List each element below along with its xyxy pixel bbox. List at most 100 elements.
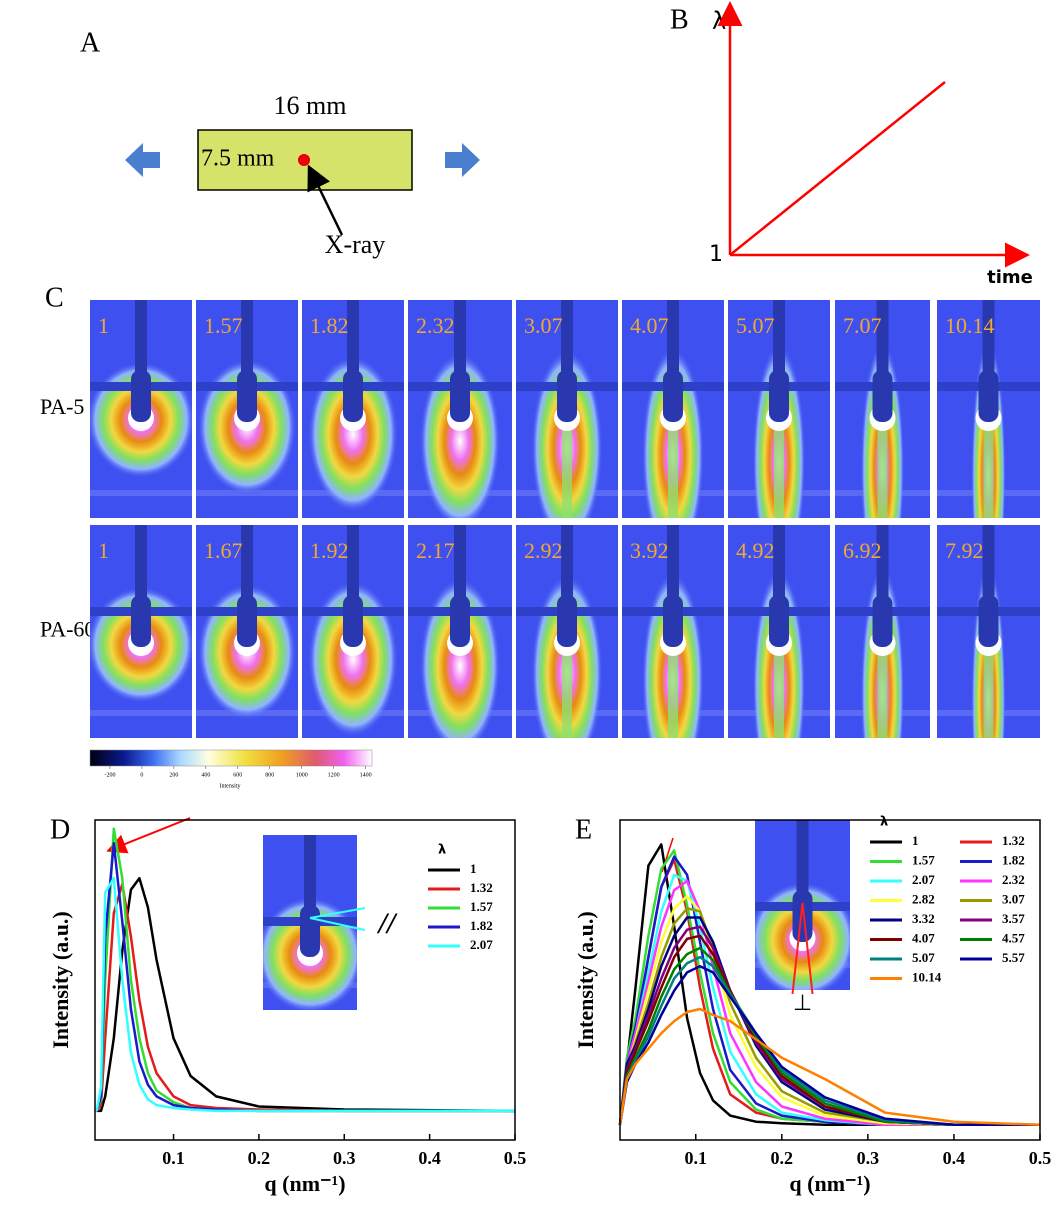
strain-label: 5.07 — [736, 313, 775, 338]
row-label: PA-60 — [40, 617, 95, 642]
colorbar-tick-label: 400 — [201, 772, 210, 778]
x-tick-label: 0.1 — [684, 1148, 707, 1168]
y-axis-label: Intensity (a.u.) — [48, 911, 73, 1049]
stretch-arrow — [445, 143, 480, 177]
colorbar-tick-label: 1400 — [360, 772, 372, 778]
x-axis-label: q (nm⁻¹) — [789, 1171, 870, 1196]
beamstop — [983, 300, 995, 380]
beamstop — [135, 525, 147, 605]
legend-label: 1.82 — [470, 918, 493, 933]
strain-label: 2.32 — [416, 313, 455, 338]
pattern-image — [622, 300, 724, 563]
beamstop — [241, 525, 253, 605]
legend-label: 2.82 — [912, 891, 935, 906]
beamstop — [877, 525, 889, 605]
beamstop — [793, 890, 813, 942]
beamstop — [237, 370, 257, 422]
beamstop — [347, 525, 359, 605]
beamstop — [304, 835, 316, 915]
strain-label: 10.14 — [945, 313, 995, 338]
strain-label: 1.57 — [204, 313, 243, 338]
beamstop — [454, 300, 466, 380]
beamstop — [343, 370, 363, 422]
beamstop — [983, 525, 995, 605]
colorbar-tick-label: 800 — [265, 772, 274, 778]
y-label: λ — [712, 7, 726, 35]
annotation: ⊥ — [793, 991, 812, 1016]
legend-label: 3.57 — [1002, 911, 1025, 926]
beamstop — [667, 525, 679, 605]
colorbar-tick-label: -200 — [104, 772, 115, 778]
beamstop — [663, 595, 683, 647]
beamstop — [561, 525, 573, 605]
ramp — [730, 82, 945, 255]
panel-letter: A — [80, 27, 101, 58]
beamstop — [557, 370, 577, 422]
panel-letter: E — [575, 814, 592, 845]
legend-label: 5.57 — [1002, 950, 1025, 965]
beamstop — [877, 300, 889, 380]
legend-title: λ — [438, 843, 446, 858]
x-axis-label: q (nm⁻¹) — [264, 1171, 345, 1196]
beamstop — [979, 370, 999, 422]
beamstop — [343, 595, 363, 647]
origin-label: 1 — [709, 242, 723, 267]
beam-label: X-ray — [325, 230, 386, 259]
streak — [774, 653, 784, 777]
streak — [984, 653, 994, 805]
beamstop — [873, 370, 893, 422]
strain-label: 3.07 — [524, 313, 563, 338]
strain-label: 1.82 — [310, 313, 349, 338]
beamstop — [773, 525, 785, 605]
legend-label: 3.32 — [912, 911, 935, 926]
trend-arrow — [110, 818, 190, 850]
strain-label: 2.17 — [416, 538, 455, 563]
legend-label: 5.07 — [912, 950, 935, 965]
height-label: 7.5 mm — [201, 146, 275, 172]
beamstop — [131, 595, 151, 647]
legend-label: 2.32 — [1002, 872, 1025, 887]
strain-label: 4.92 — [736, 538, 775, 563]
streak — [668, 653, 678, 763]
annotation: // — [377, 907, 398, 940]
strain-label: 4.07 — [630, 313, 669, 338]
legend-label: 1.32 — [1002, 833, 1025, 848]
pattern-image — [256, 835, 364, 1013]
strain-label: 7.07 — [843, 313, 882, 338]
legend-title: λ — [880, 815, 888, 830]
strain-label: 2.92 — [524, 538, 563, 563]
beamstop — [873, 595, 893, 647]
beamstop — [667, 300, 679, 380]
beamstop — [769, 370, 789, 422]
legend-label: 4.07 — [912, 930, 935, 945]
x-tick-label: 0.5 — [504, 1148, 527, 1168]
pattern-image — [937, 525, 1040, 839]
colorbar-tick-label: 200 — [169, 772, 178, 778]
x-tick-label: 0.4 — [943, 1148, 966, 1168]
beamstop — [450, 370, 470, 422]
colorbar-tick-label: 600 — [233, 772, 242, 778]
beamstop — [135, 300, 147, 380]
beamstop — [663, 370, 683, 422]
streak — [562, 653, 572, 749]
x-tick-label: 0.3 — [857, 1148, 880, 1168]
legend-label: 1.82 — [1002, 852, 1025, 867]
beamstop — [979, 595, 999, 647]
row-label: PA-5 — [40, 394, 84, 419]
beamstop — [300, 905, 320, 957]
beamstop — [797, 820, 809, 900]
beamstop — [450, 595, 470, 647]
colorbar-tick-label: 1000 — [296, 772, 308, 778]
figure: A 16 mm 7.5 mm X-ray B λ 1 time C PA-511… — [0, 0, 1060, 1212]
legend-label: 2.07 — [912, 872, 935, 887]
pattern-image — [622, 525, 724, 788]
panel-letter: C — [45, 282, 64, 313]
strain-label: 1 — [98, 538, 109, 563]
legend-label: 1.32 — [470, 880, 493, 895]
x-label: time — [987, 267, 1033, 288]
pattern-image — [835, 525, 930, 822]
beamstop — [454, 525, 466, 605]
y-axis-label: Intensity (a.u.) — [573, 911, 598, 1049]
beamstop — [131, 370, 151, 422]
legend-label: 3.07 — [1002, 891, 1025, 906]
